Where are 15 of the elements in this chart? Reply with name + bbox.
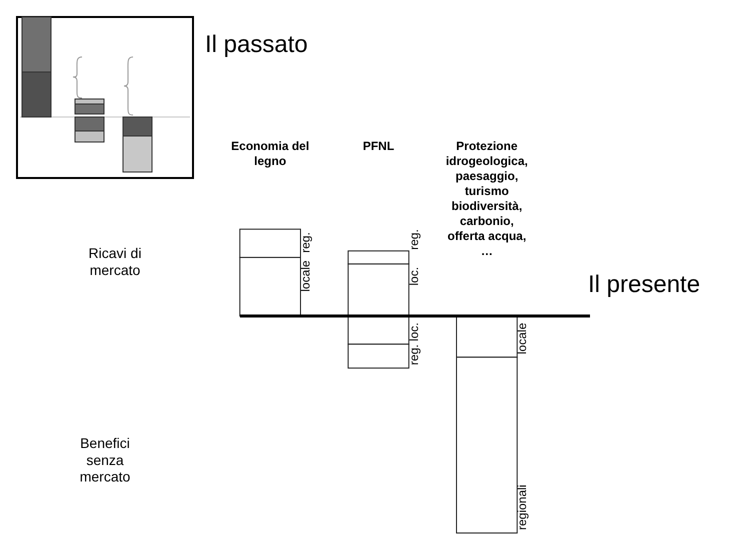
annotation: regionali	[515, 484, 530, 530]
annotation: locale	[298, 260, 312, 292]
x-tick-label: Economia del legno	[231, 139, 310, 168]
text: Ricavi di mercato	[88, 245, 142, 278]
x-tick-label: PFNL	[362, 139, 394, 153]
text: Il presente	[588, 271, 700, 298]
annotation: loc.	[406, 266, 421, 286]
text: Il passato	[205, 31, 308, 58]
annotation: locale	[515, 322, 530, 354]
annotation: loc.	[406, 322, 421, 342]
annotation: reg.	[406, 229, 421, 250]
x-tick-label: Protezione idrogeologica, paesaggio, turismo biodiversità, carbonio, offerta acqua, …	[446, 139, 528, 258]
text: Benefici senza mercato	[80, 435, 130, 485]
annotation: reg.	[406, 344, 421, 366]
annotation: reg.	[298, 232, 312, 253]
